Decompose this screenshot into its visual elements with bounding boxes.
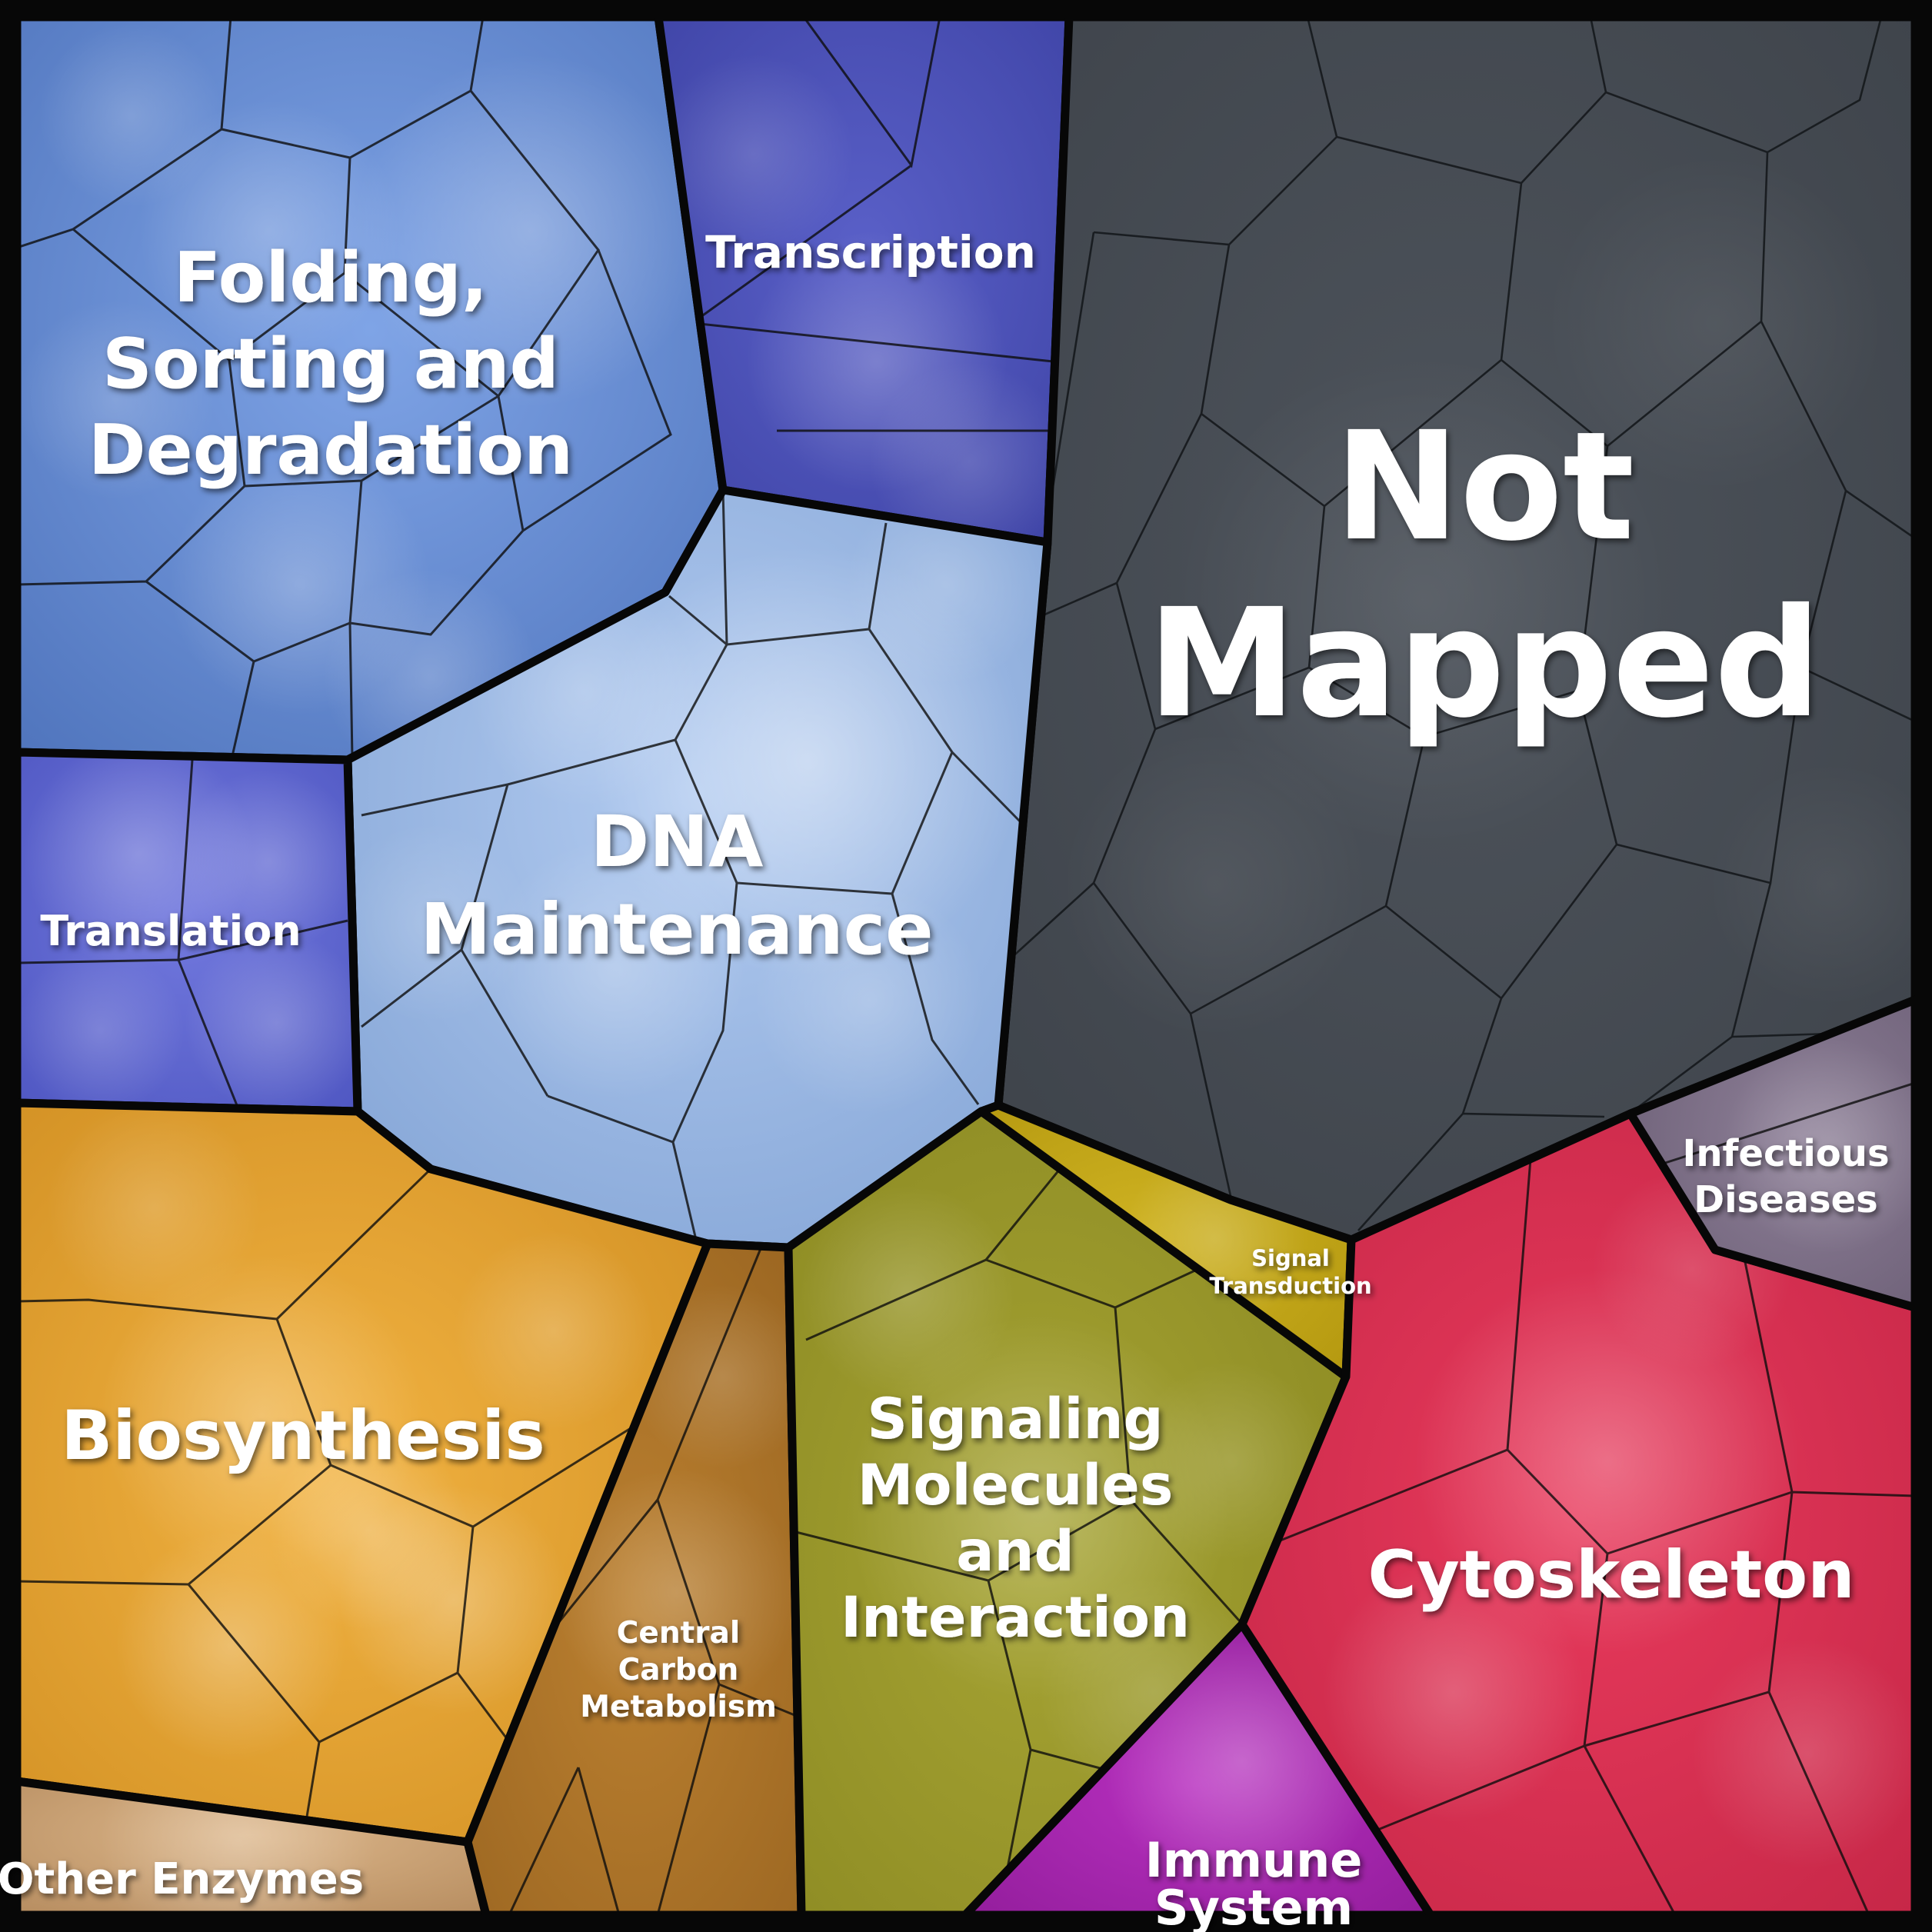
region-transcription bbox=[654, 12, 1074, 547]
cell-highlight bbox=[38, 23, 223, 208]
cell-highlight bbox=[185, 931, 358, 1111]
cell-highlight bbox=[869, 361, 1069, 542]
label-signaling-molecules: Signaling Molecules and Interaction bbox=[841, 1387, 1190, 1651]
subcell-borders bbox=[1008, 17, 1915, 1231]
cell-highlight bbox=[17, 300, 215, 500]
cell-highlight bbox=[348, 823, 531, 1023]
region-not-mapped bbox=[994, 12, 1920, 1244]
subcell-borders bbox=[691, 17, 1054, 432]
cell-highlight bbox=[1546, 154, 1884, 492]
cell-highlight bbox=[554, 1469, 800, 1715]
cell-highlight bbox=[754, 884, 984, 1115]
label-not-mapped: Not Mapped bbox=[1148, 399, 1822, 751]
subcell-borders bbox=[17, 1168, 631, 1822]
label-transcription: Transcription bbox=[705, 226, 1036, 278]
cell-highlight bbox=[1131, 1361, 1331, 1561]
subcell-borders bbox=[17, 17, 672, 760]
label-translation: Translation bbox=[40, 907, 301, 955]
subcell-borders bbox=[1664, 1081, 1915, 1164]
region-dna-maintenance bbox=[343, 485, 1052, 1252]
label-dna-maintenance: DNA Maintenance bbox=[420, 801, 933, 971]
subcell-borders bbox=[508, 1246, 799, 1915]
cell-highlight bbox=[177, 769, 358, 954]
cell-highlight bbox=[269, 1431, 469, 1631]
cell-highlight bbox=[454, 1231, 654, 1431]
label-biosynthesis: Biosynthesis bbox=[61, 1396, 545, 1475]
label-cytoskeleton: Cytoskeleton bbox=[1368, 1537, 1855, 1614]
region-central-carbon-metabolism bbox=[463, 1239, 806, 1920]
cell-highlight bbox=[1061, 731, 1369, 1038]
cell-highlight bbox=[485, 838, 746, 1100]
cell-highlight bbox=[1177, 354, 1669, 846]
label-signal-transduction: Signal Transduction bbox=[1209, 1245, 1371, 1299]
cell-highlight bbox=[658, 54, 854, 254]
cell-highlight bbox=[1692, 1638, 1915, 1869]
labels: Folding, Sorting and Degradation Transcrip… bbox=[0, 226, 1890, 1932]
subcell-borders bbox=[17, 759, 348, 1110]
cell-highlight bbox=[354, 54, 708, 408]
label-immune-system: Immune System bbox=[1145, 1832, 1363, 1932]
cell-highlight bbox=[800, 1184, 1015, 1400]
label-other-enzymes: Other Enzymes bbox=[0, 1854, 364, 1904]
subcell-borders bbox=[1277, 1158, 1915, 1915]
region-biosynthesis bbox=[12, 1098, 712, 1847]
region-signaling-molecules bbox=[784, 1107, 1351, 1920]
cell-highlight bbox=[1323, 1561, 1584, 1823]
subcell-borders bbox=[361, 490, 1024, 1241]
subcell-borders bbox=[795, 1168, 1241, 1915]
cell-highlight bbox=[17, 946, 185, 1111]
cell-highlight bbox=[46, 1103, 261, 1315]
label-folding-sorting-degradation: Folding, Sorting and Degradation bbox=[88, 238, 573, 491]
label-infectious-diseases: Infectious Diseases bbox=[1682, 1132, 1889, 1221]
cell-highlight bbox=[1707, 761, 1915, 1008]
label-central-carbon-metabolism: Central Carbon Metabolism bbox=[580, 1616, 777, 1724]
